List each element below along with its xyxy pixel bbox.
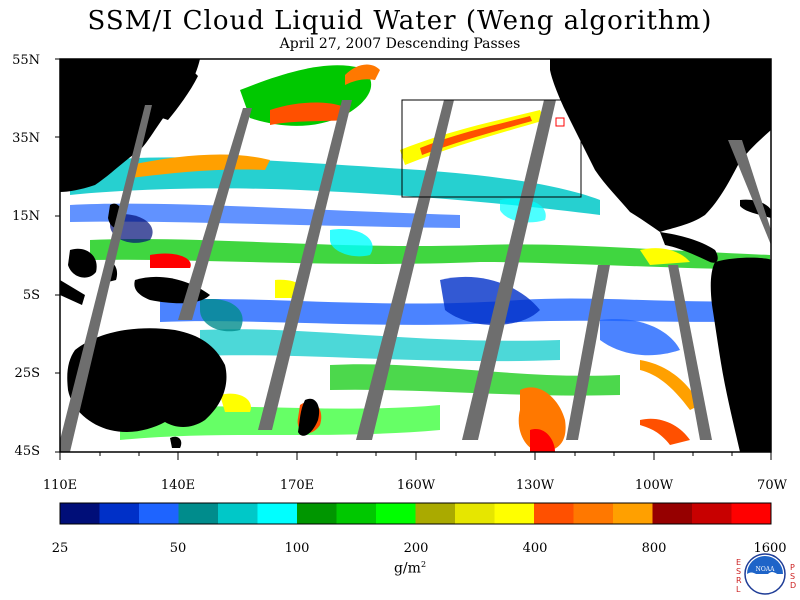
unit-exponent: 2 xyxy=(420,560,427,569)
colorbar-label-1600: 1600 xyxy=(753,541,787,556)
colorbar-swatch xyxy=(139,503,179,524)
colorbar-swatch xyxy=(99,503,140,524)
colorbar-swatch xyxy=(534,503,574,524)
nodata-swaths xyxy=(60,100,771,452)
swath-3 xyxy=(258,100,352,430)
lon-label-100w: 100W xyxy=(634,478,674,493)
colorbar-swatch xyxy=(376,503,416,524)
colorbar-swatch xyxy=(494,503,535,524)
colorbar-frame xyxy=(59,502,772,525)
axis-ticks xyxy=(55,58,772,460)
land-borneo xyxy=(68,248,97,278)
land-central-america xyxy=(660,232,718,263)
region-box xyxy=(401,99,582,198)
colorbar-swatch xyxy=(573,503,614,524)
swath-6 xyxy=(566,265,610,440)
lon-label-160w: 160W xyxy=(396,478,436,493)
land-new-zealand xyxy=(298,398,320,436)
swath-8 xyxy=(728,140,771,245)
colorbar-label-400: 400 xyxy=(522,541,548,556)
colorbar-swatch xyxy=(178,503,219,524)
map-subtitle: April 27, 2007 Descending Passes xyxy=(279,36,521,52)
colorbar-swatch xyxy=(257,503,298,524)
lon-label-70w: 70W xyxy=(757,478,787,493)
small-marker-box xyxy=(555,117,565,127)
noaa-logo-text: NOAA xyxy=(756,566,776,573)
land-japan xyxy=(160,70,198,120)
colorbar-swatch xyxy=(692,503,732,524)
land-masses xyxy=(60,59,771,452)
lon-label-130w: 130W xyxy=(515,478,555,493)
land-sumatra xyxy=(60,280,85,305)
colorbar-swatch xyxy=(297,503,337,524)
unit-base: g/m xyxy=(393,560,421,577)
noaa-logo: NOAA xyxy=(744,553,786,595)
colorbar-swatch xyxy=(218,503,258,524)
lat-label-35n: 35N xyxy=(12,131,40,146)
lon-label-110e: 110E xyxy=(42,478,78,493)
land-north-america xyxy=(550,59,771,232)
colorbar-swatch xyxy=(415,503,456,524)
lat-label-55n: 55N xyxy=(12,53,40,68)
lat-label-45s: 45S xyxy=(14,444,40,459)
colorbar-label-800: 800 xyxy=(641,541,667,556)
colorbar-swatch xyxy=(652,503,693,524)
lat-label-5s: 5S xyxy=(22,288,40,303)
swath-1 xyxy=(60,105,152,452)
swath-7 xyxy=(668,265,712,440)
lon-label-170e: 170E xyxy=(279,478,315,493)
colorbar-unit: g/m2 xyxy=(380,560,440,577)
colorbar-swatch xyxy=(60,503,100,524)
land-asia xyxy=(60,59,200,192)
colorbar-label-50: 50 xyxy=(169,541,187,556)
land-tasmania xyxy=(170,436,182,448)
lon-label-140e: 140E xyxy=(160,478,196,493)
colorbar-label-100: 100 xyxy=(284,541,310,556)
swath-4 xyxy=(356,100,454,440)
land-south-america xyxy=(710,257,771,452)
swath-5 xyxy=(462,100,556,440)
colorbar-swatch xyxy=(613,503,653,524)
colorbar-label-200: 200 xyxy=(403,541,429,556)
land-australia xyxy=(67,328,227,433)
map-title: SSM/I Cloud Liquid Water (Weng algorithm… xyxy=(87,6,713,36)
lat-label-15n: 15N xyxy=(12,209,40,224)
lat-label-25s: 25S xyxy=(14,366,40,381)
colorbar-swatch xyxy=(731,503,772,524)
colorbar-label-25: 25 xyxy=(51,541,69,556)
colorbar xyxy=(60,503,772,524)
swath-2 xyxy=(178,108,252,320)
colorbar-swatch xyxy=(455,503,495,524)
colorbar-swatch xyxy=(336,503,377,524)
